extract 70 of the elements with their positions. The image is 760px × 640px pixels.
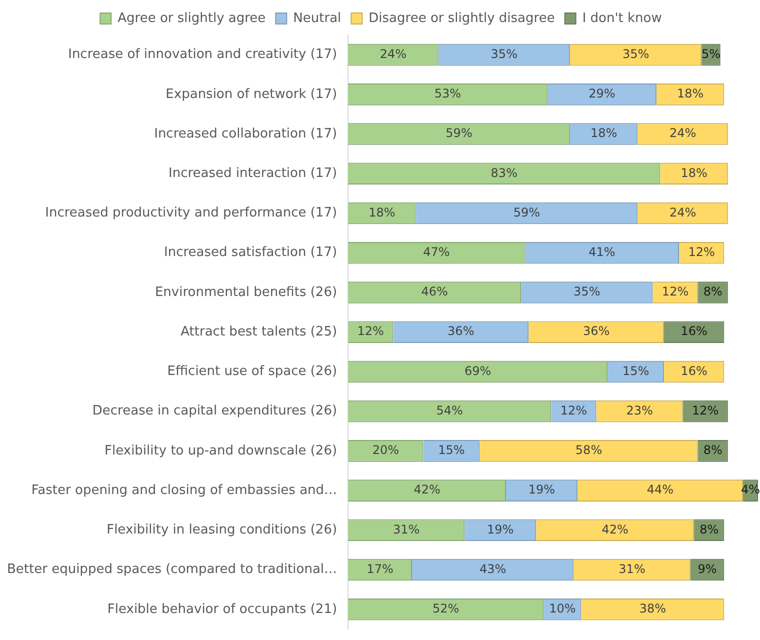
data-label: 35%	[574, 284, 600, 299]
data-label: 18%	[680, 166, 708, 180]
data-label: 36%	[582, 324, 610, 338]
y-tick-label: Attract best talents (25)	[180, 324, 338, 340]
data-label: 31%	[618, 562, 646, 576]
data-label: 54%	[436, 403, 463, 418]
data-label: 8%	[703, 443, 722, 458]
y-tick-label: Flexibility in leasing conditions (26)	[106, 522, 338, 538]
data-label: 12%	[692, 403, 719, 418]
y-tick-label: Flexible behavior of occupants (21)	[107, 602, 338, 617]
data-label: 47%	[423, 245, 450, 259]
data-label: 38%	[639, 602, 666, 616]
data-label: 58%	[575, 443, 602, 458]
y-tick-label: Faster opening and closing of embassies and…	[31, 482, 338, 498]
y-tick-label: Expansion of network (17)	[166, 86, 338, 102]
data-label: 18%	[676, 86, 704, 101]
data-label: 83%	[490, 166, 518, 180]
legend-label: I don't know	[582, 10, 662, 26]
y-tick-label: Increased productivity and performance (17)	[45, 206, 338, 221]
data-label: 35%	[490, 46, 518, 61]
y-tick-label: Efficient use of space (26)	[167, 364, 338, 380]
data-label: 29%	[588, 86, 616, 101]
data-label: 19%	[528, 482, 556, 497]
data-label: 10%	[549, 602, 576, 616]
data-label: 18%	[368, 205, 396, 220]
y-tick-label: Increased collaboration (17)	[154, 126, 338, 142]
y-tick-label: Better equipped spaces (compared to traditional…	[7, 562, 338, 578]
data-label: 52%	[432, 602, 460, 616]
data-label: 53%	[434, 86, 462, 101]
y-tick-label: Increased satisfaction (17)	[164, 245, 338, 260]
data-label: 42%	[602, 522, 628, 536]
data-label: 16%	[680, 364, 708, 378]
y-tick-label: Increased interaction (17)	[168, 166, 338, 182]
data-label: 16%	[680, 324, 708, 338]
data-label: 15%	[622, 364, 650, 378]
data-label: 59%	[513, 205, 540, 220]
data-label: 46%	[421, 284, 448, 299]
legend-label: Disagree or slightly disagree	[368, 10, 555, 26]
data-label: 20%	[372, 443, 399, 458]
data-label: 18%	[590, 126, 618, 140]
data-label: 12%	[688, 245, 715, 259]
data-label: 17%	[366, 562, 394, 576]
data-label: 19%	[487, 522, 514, 536]
data-label: 15%	[438, 443, 465, 458]
data-label: 12%	[662, 284, 689, 299]
data-label: 41%	[588, 245, 616, 259]
data-label: 5%	[701, 46, 721, 61]
data-label: 24%	[669, 126, 696, 140]
data-label: 36%	[448, 324, 474, 338]
y-tick-label: Flexibility to up-and downscale (26)	[104, 443, 338, 458]
data-label: 35%	[622, 46, 650, 61]
y-tick-label: Increase of innovation and creativity (17)	[68, 47, 338, 62]
data-label: 43%	[480, 562, 506, 576]
data-label: 59%	[446, 126, 472, 140]
data-label: 44%	[646, 482, 674, 497]
data-label: 9%	[698, 562, 717, 576]
legend-label: Neutral	[293, 10, 342, 26]
data-label: 8%	[700, 522, 719, 536]
data-label: 31%	[393, 522, 420, 536]
y-tick-label: Environmental benefits (26)	[154, 284, 338, 300]
data-label: 69%	[464, 364, 492, 378]
data-label: 23%	[626, 403, 653, 418]
legend-label: Agree or slightly agree	[118, 10, 266, 26]
data-label: 12%	[560, 403, 588, 418]
data-label: 42%	[414, 482, 440, 497]
y-tick-label: Decrease in capital expenditures (26)	[92, 404, 338, 419]
data-label: 8%	[703, 284, 722, 299]
data-label: 24%	[380, 46, 407, 61]
data-label: 12%	[357, 324, 384, 338]
data-label: 24%	[669, 205, 696, 220]
